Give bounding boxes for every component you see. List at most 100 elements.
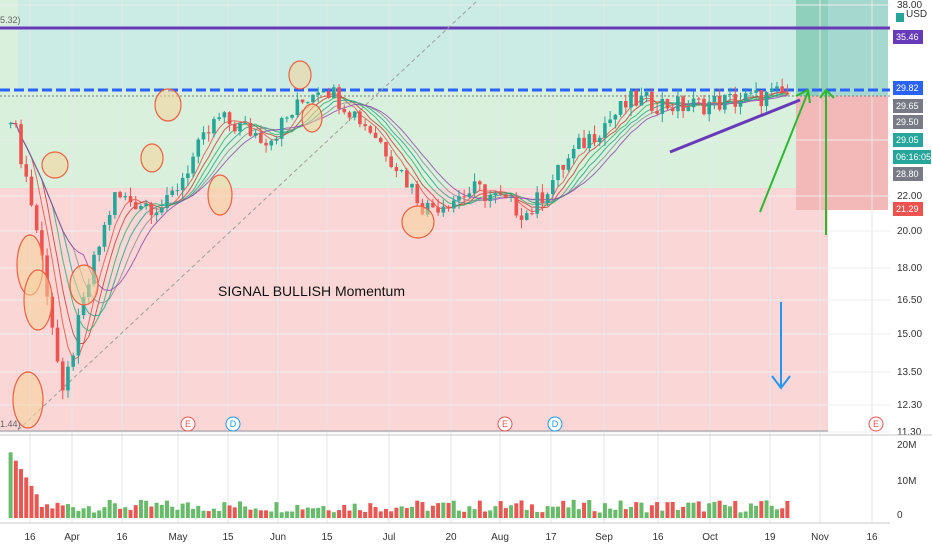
candle [754, 82, 758, 101]
price-axis[interactable]: 38.00 29.05 22.00 20.00 18.00 16.50 15.00 13.50… [893, 0, 931, 438]
volume-bar [29, 485, 34, 518]
event-label: E [185, 419, 191, 429]
candle [540, 184, 545, 212]
price-tag: 29.50 [893, 115, 923, 129]
volume-bar [342, 504, 347, 518]
price-tick: 16.50 [897, 295, 922, 306]
candle [488, 190, 493, 208]
volume-bar [50, 508, 55, 518]
candle [389, 150, 393, 169]
candle [186, 165, 190, 187]
volume-bar [112, 503, 117, 518]
candle [712, 89, 717, 110]
candle [326, 87, 331, 99]
volume-bar [644, 512, 649, 518]
candle [467, 186, 472, 199]
volume-bar [237, 501, 242, 518]
candle [738, 92, 743, 115]
candle [8, 121, 13, 129]
event-label: E [502, 419, 508, 429]
candle [295, 92, 300, 118]
volume-bar [170, 506, 175, 518]
price-tick: 22.00 [897, 191, 922, 202]
volume-bar [316, 507, 321, 518]
price-tag-label: 29.05 [896, 135, 919, 145]
left-axis-label-bottom: 1.44) [0, 419, 21, 429]
candle [34, 203, 39, 234]
candle [504, 193, 508, 199]
volume-bar [284, 511, 289, 518]
event-marker[interactable]: E [868, 416, 884, 432]
volume-bar [305, 507, 310, 518]
volume-bar [159, 504, 164, 518]
volume-bar [681, 506, 686, 518]
volume-bar [60, 505, 65, 518]
event-marker[interactable]: E [180, 416, 196, 432]
candle [300, 99, 305, 104]
time-axis[interactable]: 16 Apr 16 May 15 Jun 15 Jul 20 Aug 17 Sep 16 Oct 19 Nov… [24, 532, 878, 543]
candle [769, 82, 774, 97]
volume-bar [571, 499, 576, 518]
candle [728, 87, 732, 102]
candle [707, 95, 711, 122]
candle [154, 207, 159, 222]
volume-bar [707, 503, 712, 518]
highlight-circles [12, 60, 435, 429]
highlight-circle [288, 60, 312, 90]
price-tag: 29.82 [893, 81, 923, 95]
volume-bar [300, 509, 305, 518]
volume-bar [357, 510, 362, 518]
time-tick: May [169, 532, 188, 543]
highlight-circle [207, 174, 233, 216]
volume-bar [524, 509, 529, 518]
price-tag-label: 21.29 [896, 204, 919, 214]
moving-average-line [10, 95, 788, 292]
highlight-circle [154, 88, 182, 122]
candle [717, 88, 722, 112]
volume-bar [175, 509, 180, 518]
candle [723, 94, 727, 114]
volume-bar [430, 505, 435, 518]
candle [311, 94, 315, 103]
price-tick: 38.00 [897, 0, 922, 11]
candle [457, 189, 461, 209]
event-marker[interactable]: D [547, 416, 563, 432]
event-marker[interactable]: E [497, 416, 513, 432]
candle [650, 88, 654, 114]
candle [665, 98, 670, 111]
time-tick: 15 [321, 532, 333, 543]
price-tick: 11.30 [897, 427, 922, 438]
candle [363, 118, 367, 131]
currency-label: USD [906, 9, 927, 20]
candle [368, 124, 373, 135]
volume-bar [368, 503, 373, 518]
blue-arrow-down [771, 302, 791, 390]
candle [285, 116, 289, 123]
volume-bar [556, 506, 561, 518]
price-tag-label: 29.65 [896, 101, 919, 111]
candle [556, 164, 560, 187]
highlight-circle [301, 103, 323, 133]
volume-bar [378, 511, 383, 518]
volume-bar [769, 505, 774, 518]
candle [60, 357, 65, 400]
candle [238, 122, 242, 136]
highlight-circle [41, 151, 69, 179]
volume-bar [665, 502, 670, 518]
event-marker[interactable]: D [225, 416, 241, 432]
candle [483, 183, 487, 208]
candle [118, 190, 122, 199]
candle [686, 100, 691, 112]
candle [165, 187, 169, 212]
volume-bar [743, 511, 748, 518]
volume-bar [488, 510, 493, 518]
time-tick: Oct [702, 532, 718, 543]
volume-bar [545, 506, 550, 518]
volume-bar [71, 507, 76, 518]
currency-badge [896, 13, 904, 22]
time-tick: Apr [64, 532, 80, 543]
candle [441, 199, 446, 217]
